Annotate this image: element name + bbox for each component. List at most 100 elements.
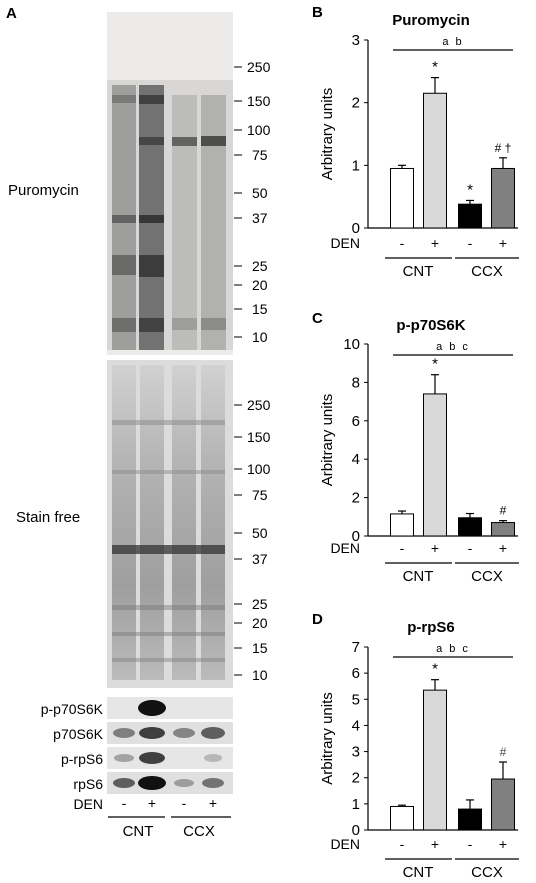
marker-mid: 25 <box>234 596 268 612</box>
svg-text:50: 50 <box>252 185 268 201</box>
p-rps6-blot <box>107 747 233 769</box>
den-sign: - <box>400 235 405 251</box>
bar <box>423 689 447 831</box>
marker-top: 15 <box>234 301 268 317</box>
panel-c: C p-p70S6K 0 2 4 6 8 10 Arbitrary units a b c * # D… <box>312 310 519 585</box>
y-tick-label: 7 <box>352 639 360 656</box>
marker-mid: 10 <box>234 667 268 683</box>
den-label: DEN <box>330 836 360 852</box>
label-p-p70s6k: p-p70S6K <box>41 701 104 717</box>
y-tick-label: 0 <box>352 822 360 839</box>
bar <box>491 167 515 229</box>
y-tick-label: 0 <box>352 220 360 237</box>
den-sign: + <box>499 836 507 852</box>
marker-top: 250 <box>234 59 271 75</box>
svg-text:15: 15 <box>252 301 268 317</box>
marker-top: 10 <box>234 329 268 345</box>
bar <box>423 393 447 537</box>
marker-top: 100 <box>234 122 271 138</box>
panel-b-letter: B <box>312 4 323 21</box>
marker-top: 25 <box>234 258 268 274</box>
significance-mark: * <box>432 356 438 373</box>
y-tick-label: 8 <box>352 374 360 391</box>
chart-title: p-p70S6K <box>396 317 465 334</box>
significance-mark: * <box>432 59 438 76</box>
marker-mid: 50 <box>234 525 268 541</box>
marker-ladder-mid: 250 150 100 75 50 37 25 20 15 10 <box>234 397 271 683</box>
y-tick-label: 4 <box>352 717 360 734</box>
svg-text:25: 25 <box>252 258 268 274</box>
y-tick-label: 1 <box>352 157 360 174</box>
y-tick-label: 1 <box>352 796 360 813</box>
den-sign: + <box>499 540 507 556</box>
bar <box>423 92 447 229</box>
p-p70s6k-blot <box>107 697 233 719</box>
svg-text:250: 250 <box>247 59 271 75</box>
marker-top: 75 <box>234 147 268 163</box>
den-sign: + <box>431 836 439 852</box>
svg-text:50: 50 <box>252 525 268 541</box>
den-sign: - <box>468 540 473 556</box>
group-label: CCX <box>471 864 503 881</box>
den-sign: + <box>499 235 507 251</box>
den-sign: - <box>468 235 473 251</box>
chart-d: p-rpS6 0 1 2 3 4 5 6 7 Arbitrary units a b c * # DEN -… <box>319 619 519 881</box>
svg-text:100: 100 <box>247 461 271 477</box>
group-label: CCX <box>471 263 503 280</box>
significance-mark: # † <box>495 141 512 155</box>
marker-mid: 20 <box>234 615 268 631</box>
bar <box>390 167 414 229</box>
marker-mid: 250 <box>234 397 271 413</box>
y-axis-label: Arbitrary units <box>319 394 336 487</box>
den-sign: + <box>148 795 156 811</box>
marker-top: 37 <box>234 210 268 226</box>
bar <box>458 203 482 229</box>
bar <box>491 778 515 831</box>
svg-text:100: 100 <box>247 122 271 138</box>
y-tick-label: 6 <box>352 665 360 682</box>
den-sign: - <box>400 836 405 852</box>
label-p-rps6: p-rpS6 <box>61 751 103 767</box>
svg-text:15: 15 <box>252 640 268 656</box>
svg-text:75: 75 <box>252 487 268 503</box>
y-tick-label: 2 <box>352 490 360 507</box>
bar <box>390 805 414 831</box>
bar <box>458 517 482 537</box>
group-label-ccx: CCX <box>183 823 215 840</box>
svg-text:250: 250 <box>247 397 271 413</box>
group-label: CNT <box>403 864 434 881</box>
bar <box>458 808 482 831</box>
bar <box>390 513 414 537</box>
den-sign: + <box>431 540 439 556</box>
y-tick-label: 3 <box>352 32 360 49</box>
y-tick-label: 5 <box>352 691 360 708</box>
y-tick-label: 0 <box>352 528 360 545</box>
y-tick-label: 10 <box>343 336 360 353</box>
label-puromycin: Puromycin <box>8 182 79 199</box>
den-sign: - <box>122 795 127 811</box>
significance-mark: * <box>432 661 438 678</box>
den-sign: - <box>182 795 187 811</box>
y-tick-label: 2 <box>352 95 360 112</box>
y-tick-label: 3 <box>352 744 360 761</box>
marker-ladder-top: 250 150 100 75 50 37 25 20 15 10 <box>234 59 271 345</box>
p70s6k-blot <box>107 722 233 744</box>
svg-text:10: 10 <box>252 667 268 683</box>
marker-mid: 100 <box>234 461 271 477</box>
rps6-blot <box>107 772 233 794</box>
den-sign: + <box>431 235 439 251</box>
den-label: DEN <box>330 540 360 556</box>
label-p70s6k: p70S6K <box>53 726 103 742</box>
panel-a: A <box>6 5 271 840</box>
chart-c: p-p70S6K 0 2 4 6 8 10 Arbitrary units a b c * # DEN… <box>319 317 519 585</box>
panel-c-letter: C <box>312 310 323 327</box>
svg-text:25: 25 <box>252 596 268 612</box>
significance-mark: # <box>500 745 507 759</box>
den-sign: - <box>468 836 473 852</box>
svg-text:20: 20 <box>252 615 268 631</box>
panel-a-letter: A <box>6 5 17 22</box>
svg-text:37: 37 <box>252 210 268 226</box>
panel-b: B Puromycin 0 1 2 3 Arbitrary units a b * * # † DE… <box>312 4 519 280</box>
marker-mid: 15 <box>234 640 268 656</box>
